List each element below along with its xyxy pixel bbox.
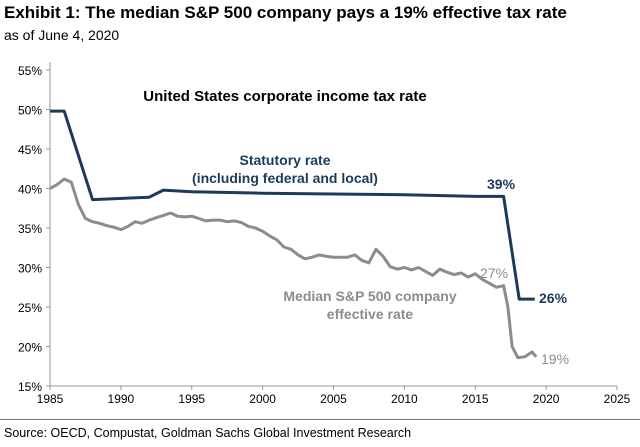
y-tick-label: 45% (18, 143, 42, 157)
statutory-series-label: Statutory rate (including federal and loc… (192, 152, 378, 186)
y-tick-label: 40% (18, 183, 42, 197)
y-tick-label: 15% (18, 380, 42, 394)
data-label-19: 19% (541, 351, 569, 367)
data-label-26: 26% (539, 290, 568, 306)
statutory-rate-line (50, 109, 535, 301)
data-label-39: 39% (487, 176, 516, 192)
effective-series-label: Median S&P 500 company effective rate (283, 288, 456, 322)
x-tick-label: 2010 (391, 392, 418, 406)
y-tick-label: 35% (18, 222, 42, 236)
source-note: Source: OECD, Compustat, Goldman Sachs G… (4, 426, 412, 440)
y-tick-label: 30% (18, 262, 42, 276)
y-tick-label: 25% (18, 301, 42, 315)
exhibit-subtitle: as of June 4, 2020 (4, 27, 120, 43)
x-tick-label: 1995 (178, 392, 205, 406)
x-tick-label: 2025 (604, 392, 631, 406)
x-tick-label: 1990 (108, 392, 135, 406)
data-label-27: 27% (480, 265, 508, 281)
divider (0, 419, 640, 420)
y-tick-label: 20% (18, 341, 42, 355)
x-tick-label: 2005 (320, 392, 347, 406)
x-tick-label: 2015 (462, 392, 489, 406)
y-tick-label: 50% (18, 104, 42, 118)
exhibit-title: Exhibit 1: The median S&P 500 company pa… (4, 3, 567, 22)
y-tick-label: 55% (18, 64, 42, 78)
line-chart: 15% 20% 25% 30% 35% 40% 45% 50% 55% 1985 1990 1995 2… (18, 62, 631, 406)
x-tick-label: 1985 (37, 392, 64, 406)
effective-rate-line (49, 177, 538, 360)
chart-title: United States corporate income tax rate (143, 88, 426, 105)
x-tick-label: 2000 (249, 392, 276, 406)
x-tick-label: 2020 (533, 392, 560, 406)
